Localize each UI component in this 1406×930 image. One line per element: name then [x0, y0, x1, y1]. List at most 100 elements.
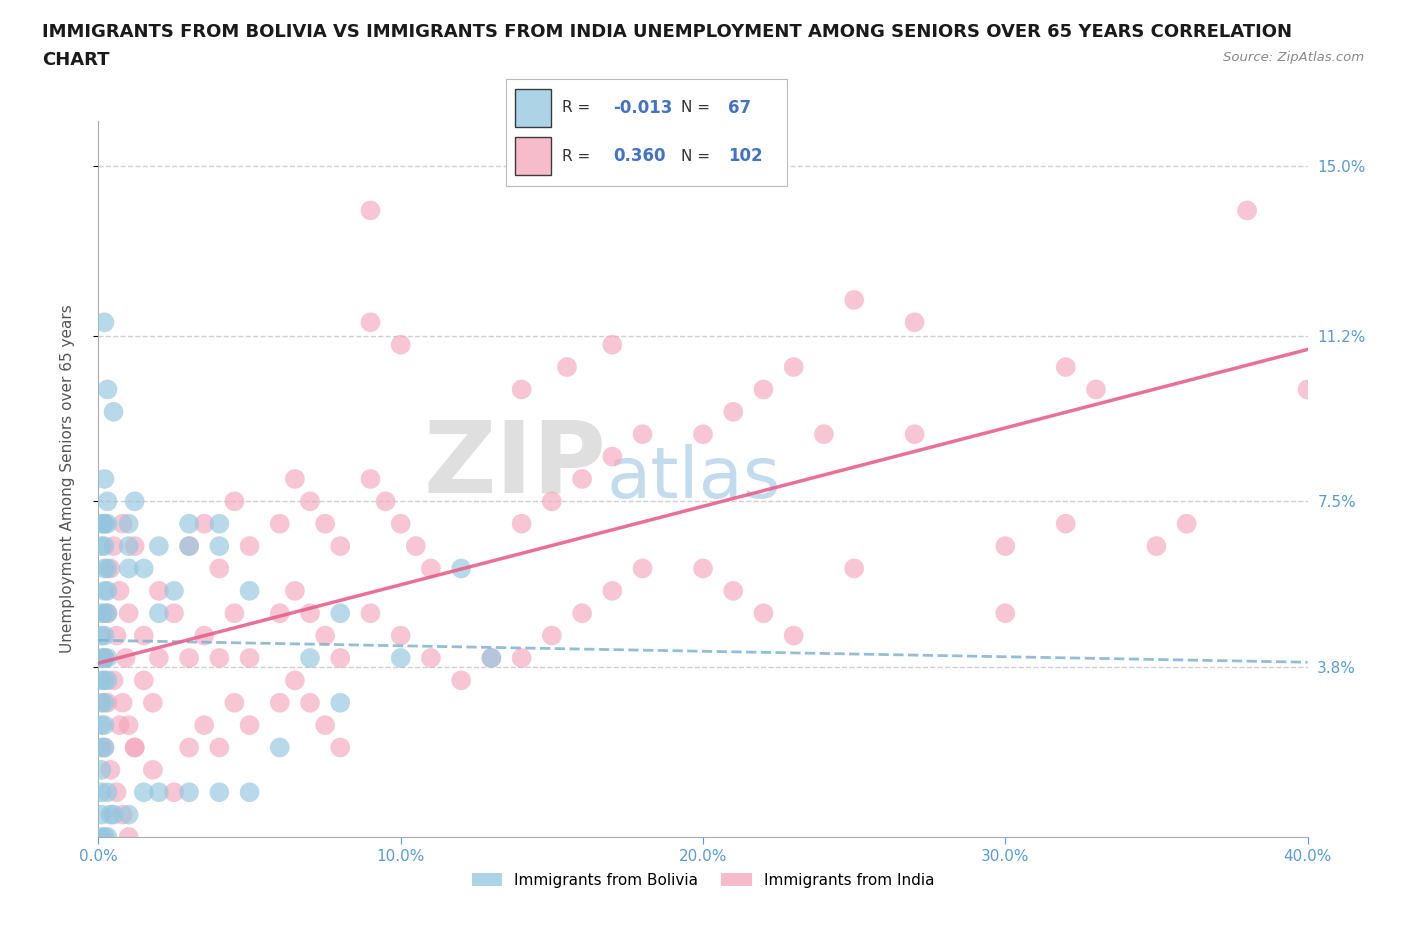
Point [103, 405, 125, 419]
Point [555, 360, 578, 375]
Point [510, 382, 533, 397]
Point [96, 605, 118, 620]
Point [239, 785, 262, 800]
Point [420, 561, 443, 576]
Point [114, 651, 136, 666]
Point [108, 718, 131, 733]
Point [93, 561, 115, 576]
Point [132, 628, 155, 643]
Point [93, 718, 115, 733]
Point [96, 785, 118, 800]
Text: Source: ZipAtlas.com: Source: ZipAtlas.com [1223, 51, 1364, 64]
Point [118, 561, 141, 576]
Point [96, 605, 118, 620]
Point [389, 516, 412, 531]
Point [179, 785, 201, 800]
Point [360, 605, 382, 620]
Point [108, 583, 131, 598]
Point [118, 516, 141, 531]
Point [118, 718, 141, 733]
Point [844, 293, 866, 308]
Point [420, 651, 443, 666]
Point [374, 494, 396, 509]
Point [208, 538, 231, 553]
Point [93, 583, 115, 598]
Point [360, 472, 382, 486]
Point [389, 338, 412, 352]
Point [93, 696, 115, 711]
Point [299, 651, 322, 666]
Point [510, 651, 533, 666]
Point [783, 360, 806, 375]
Point [224, 605, 246, 620]
Point [269, 605, 291, 620]
Point [111, 807, 134, 822]
Point [96, 382, 118, 397]
Point [103, 538, 125, 553]
FancyBboxPatch shape [515, 137, 551, 175]
Point [93, 516, 115, 531]
Text: R =: R = [562, 100, 591, 115]
Point [602, 449, 624, 464]
Point [93, 651, 115, 666]
Point [93, 315, 115, 330]
Point [752, 382, 775, 397]
Point [96, 696, 118, 711]
Point [132, 561, 155, 576]
Point [540, 494, 562, 509]
Point [1085, 382, 1108, 397]
Point [752, 605, 775, 620]
Point [148, 583, 170, 598]
Point [314, 718, 336, 733]
Point [844, 561, 866, 576]
Point [208, 740, 231, 755]
Point [93, 740, 115, 755]
Point [90, 605, 112, 620]
Point [450, 561, 472, 576]
Point [224, 494, 246, 509]
Point [1144, 538, 1167, 553]
Point [284, 673, 307, 688]
Point [111, 516, 134, 531]
Point [90, 516, 112, 531]
Point [90, 830, 112, 844]
Text: N =: N = [681, 100, 710, 115]
Point [96, 673, 118, 688]
Point [96, 830, 118, 844]
Point [105, 628, 128, 643]
Point [179, 538, 201, 553]
Point [284, 583, 307, 598]
Point [208, 651, 231, 666]
Point [360, 203, 382, 218]
Point [208, 785, 231, 800]
Point [100, 763, 122, 777]
Point [269, 696, 291, 711]
Text: R =: R = [562, 149, 591, 164]
Point [124, 538, 146, 553]
Point [132, 785, 155, 800]
Point [602, 583, 624, 598]
Point [93, 673, 115, 688]
Point [329, 538, 352, 553]
Point [124, 494, 146, 509]
Point [93, 516, 115, 531]
Text: -0.013: -0.013 [613, 99, 672, 117]
Point [994, 605, 1017, 620]
Point [405, 538, 427, 553]
Point [118, 807, 141, 822]
Point [571, 472, 593, 486]
Point [132, 673, 155, 688]
Point [602, 338, 624, 352]
Point [193, 718, 215, 733]
Point [284, 472, 307, 486]
Point [148, 651, 170, 666]
Point [1296, 382, 1319, 397]
Point [90, 763, 112, 777]
Point [103, 807, 125, 822]
Point [124, 740, 146, 755]
Text: CHART: CHART [42, 51, 110, 69]
Point [329, 605, 352, 620]
Point [239, 651, 262, 666]
Point [93, 651, 115, 666]
Point [118, 605, 141, 620]
